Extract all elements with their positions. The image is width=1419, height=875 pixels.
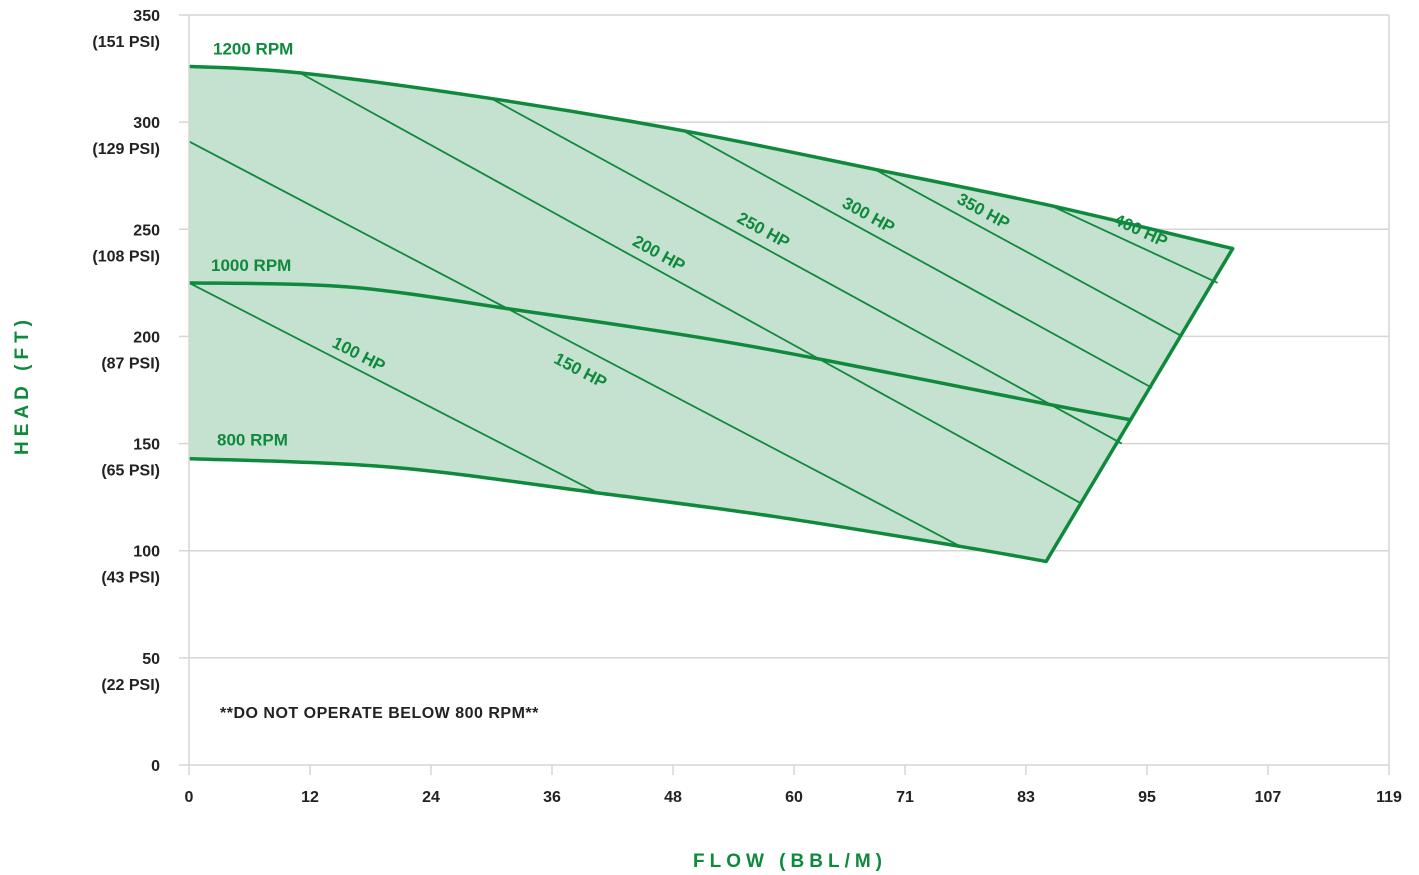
rpm-label: 1200 RPM xyxy=(213,39,293,58)
x-tick-label: 0 xyxy=(185,789,194,806)
y-tick-label: 250 xyxy=(133,222,160,239)
x-axis-title: FLOW (BBL/M) xyxy=(693,851,887,872)
x-tick-label: 83 xyxy=(1017,789,1035,806)
speed-curve xyxy=(188,456,1047,564)
y-tick-psi-label: (87 PSI) xyxy=(101,355,160,372)
axes: 0 50 (22 PSI) 100 (43 PSI) 150 (65 PSI) 200 (87 … xyxy=(92,8,1402,806)
speed-curve xyxy=(188,64,1234,251)
y-tick-psi-label: (22 PSI) xyxy=(101,677,160,694)
y-tick-label: 200 xyxy=(133,329,160,346)
x-tick-label: 60 xyxy=(785,789,803,806)
y-tick-label: 100 xyxy=(133,544,160,561)
power-line xyxy=(874,168,1183,338)
y-tick-psi-label: (43 PSI) xyxy=(101,570,160,587)
x-tick-label: 24 xyxy=(422,789,440,806)
rpm-label: 1000 RPM xyxy=(211,256,291,275)
x-tick-label: 95 xyxy=(1138,789,1156,806)
y-tick-label: 350 xyxy=(133,8,160,25)
x-tick-label: 119 xyxy=(1376,789,1402,806)
envelope-edge xyxy=(1044,246,1235,564)
operating-note: **DO NOT OPERATE BELOW 800 RPM** xyxy=(220,705,539,722)
power-line xyxy=(299,72,1082,505)
y-tick-label: 50 xyxy=(142,651,160,668)
y-tick-label: 300 xyxy=(133,115,160,132)
x-tick-label: 36 xyxy=(543,789,561,806)
speed-curve xyxy=(188,281,1133,422)
y-tick-label: 150 xyxy=(133,437,160,454)
operating-envelope xyxy=(189,66,1233,562)
y-tick-psi-label: (108 PSI) xyxy=(92,248,160,265)
speed-curves xyxy=(188,64,1235,564)
x-tick-label: 107 xyxy=(1255,789,1282,806)
y-tick-label: 0 xyxy=(151,758,160,775)
x-tick-label: 48 xyxy=(664,789,682,806)
power-lines xyxy=(188,72,1218,548)
rpm-label: 800 RPM xyxy=(217,431,288,450)
y-tick-psi-label: (129 PSI) xyxy=(92,141,160,158)
y-tick-psi-label: (151 PSI) xyxy=(92,34,160,51)
y-axis-title: HEAD (FT) xyxy=(12,315,33,455)
power-line xyxy=(188,282,598,494)
power-line xyxy=(1050,204,1218,284)
power-line xyxy=(188,140,961,548)
power-line xyxy=(682,129,1153,389)
power-line xyxy=(491,97,1123,445)
x-tick-label: 12 xyxy=(301,789,319,806)
x-tick-label: 71 xyxy=(896,789,914,806)
y-tick-psi-label: (65 PSI) xyxy=(101,463,160,480)
envelope-fill xyxy=(189,66,1233,562)
